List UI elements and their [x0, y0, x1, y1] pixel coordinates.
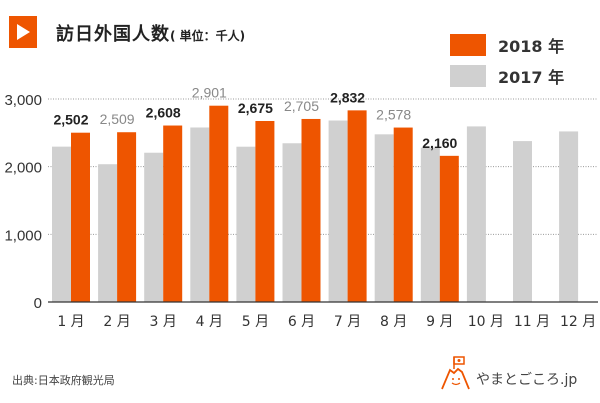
bar-2017	[236, 146, 256, 302]
logo-text: やまとごころ.jp	[476, 372, 578, 388]
x-tick-label: 6 月	[288, 314, 315, 330]
data-label: 2,578	[376, 107, 411, 123]
bar-2017	[559, 131, 579, 302]
legend-swatch-2018	[450, 34, 486, 56]
data-label: 2,509	[100, 111, 135, 127]
bar-2018	[255, 120, 275, 302]
x-tick-label: 4 月	[196, 314, 223, 330]
bar-2018	[71, 132, 90, 302]
bar-2017	[466, 126, 486, 302]
bar-2018	[439, 155, 459, 302]
bar-2018	[163, 125, 183, 302]
logo: やまとごころ.jp	[440, 355, 577, 391]
bar-2017	[513, 141, 532, 302]
x-tick-label: 10 月	[468, 314, 504, 330]
bar-2018	[393, 127, 413, 303]
bar-2018	[347, 110, 367, 302]
data-label: 2,675	[238, 100, 273, 116]
legend-swatch-2017	[450, 65, 486, 87]
legend-label-2018: 2018 年	[498, 37, 565, 56]
bar-2017	[282, 143, 302, 302]
x-tick-label: 3 月	[150, 314, 177, 330]
bar-2018	[117, 132, 137, 302]
x-tick-label: 5 月	[242, 314, 269, 330]
legend-item-2017: 2017 年	[450, 64, 564, 88]
bar-2017	[144, 152, 164, 302]
legend-label-2017: 2017 年	[498, 68, 565, 87]
bar-2017	[98, 164, 118, 302]
data-label: 2,502	[53, 112, 88, 128]
bar-2017	[190, 127, 210, 302]
x-tick-label: 1 月	[57, 314, 84, 330]
data-label: 2,160	[422, 135, 457, 151]
y-tick-label: 1,000	[4, 227, 42, 244]
x-tick-label: 11 月	[514, 314, 550, 330]
bar-2017	[374, 134, 394, 302]
legend-item-2018: 2018 年	[450, 33, 564, 57]
bar-2018	[209, 105, 229, 302]
play-icon	[9, 16, 37, 48]
data-label: 2,901	[192, 85, 227, 101]
chart-title: 訪日外国人数( 単位：千人)	[56, 20, 245, 46]
x-tick-label: 8 月	[380, 314, 407, 330]
bar-2018	[301, 118, 321, 302]
mountain-flag-icon	[441, 356, 470, 390]
x-tick-label: 7 月	[334, 314, 361, 330]
y-tick-label: 0	[34, 295, 42, 312]
bar-2017	[52, 146, 71, 302]
bar-2017	[328, 120, 348, 302]
title-text: 訪日外国人数	[56, 24, 170, 45]
data-label: 2,705	[284, 98, 319, 114]
unit-label: ( 単位：千人)	[170, 29, 246, 43]
bar-2017	[420, 147, 440, 302]
x-tick-label: 9 月	[426, 314, 453, 330]
y-tick-label: 2,000	[4, 160, 42, 177]
source-note: 出典:日本政府観光局	[12, 374, 115, 387]
y-tick-label: 3,000	[4, 92, 42, 109]
data-label: 2,608	[146, 105, 181, 121]
data-label: 2,832	[330, 89, 365, 105]
x-tick-label: 2 月	[103, 314, 130, 330]
x-tick-label: 12 月	[560, 314, 596, 330]
